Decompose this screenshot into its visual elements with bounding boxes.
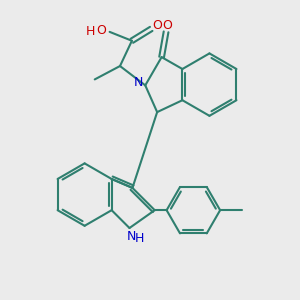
Text: O: O	[96, 24, 106, 37]
Text: N: N	[126, 230, 136, 243]
Text: N: N	[134, 76, 143, 89]
Text: H: H	[85, 26, 95, 38]
Text: H: H	[135, 232, 145, 245]
Text: O: O	[163, 19, 172, 32]
Text: O: O	[152, 20, 162, 32]
